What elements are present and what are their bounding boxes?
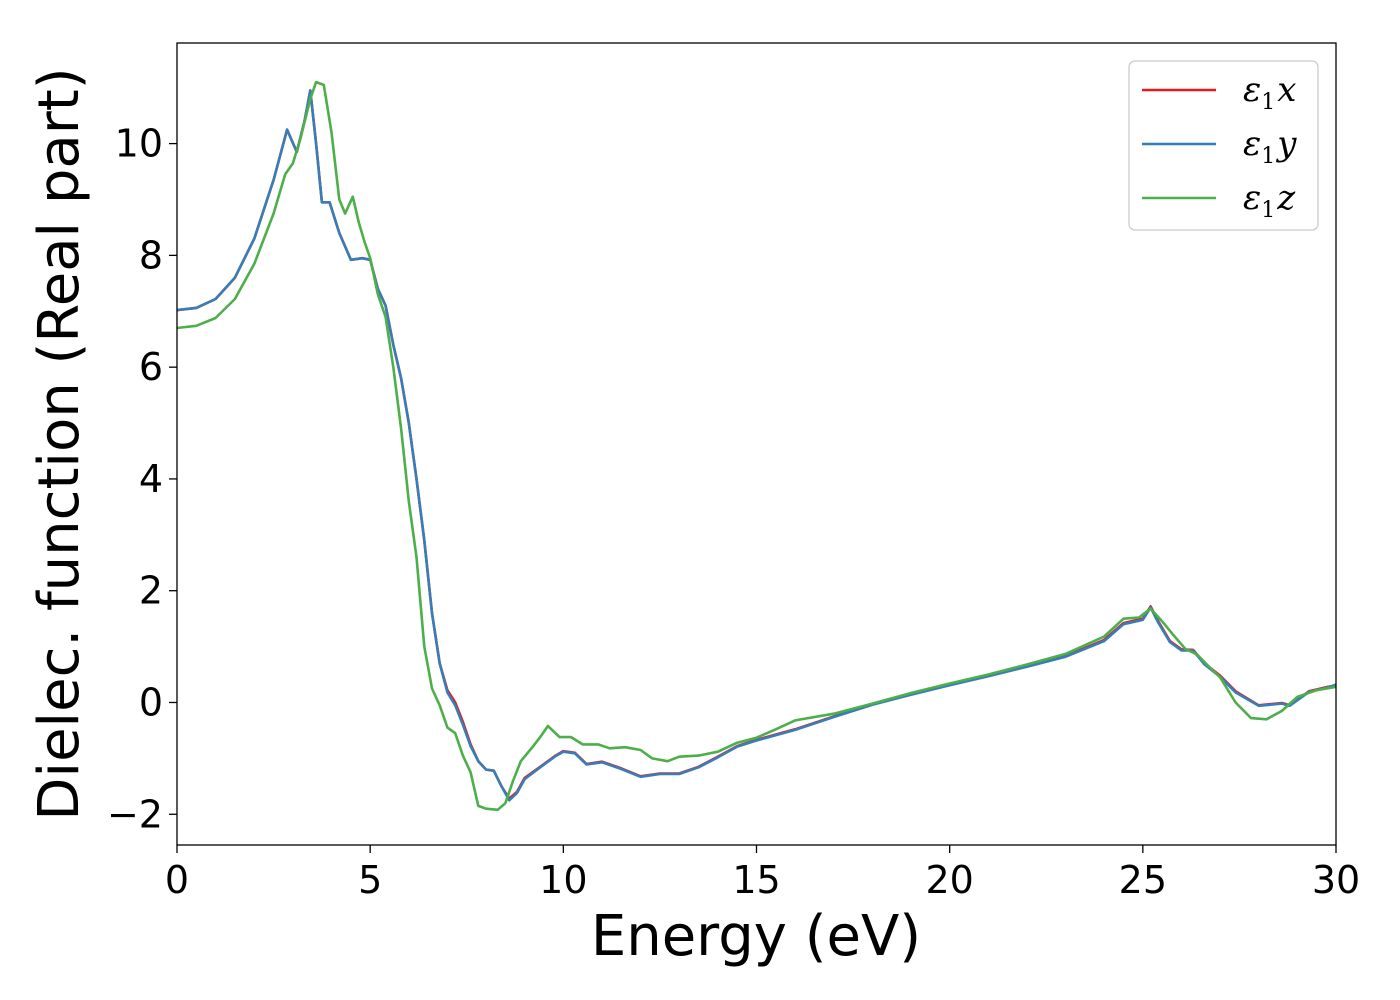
- y-tick-label: 8: [139, 233, 163, 277]
- x-axis-label: Energy (eV): [591, 904, 921, 969]
- legend-label-z: ε1z: [1243, 178, 1296, 223]
- y-tick-label: 4: [139, 457, 163, 501]
- x-tick-label: 25: [1119, 858, 1167, 902]
- y-axis-ticks: −2 0 2 4 6 8 10: [107, 122, 177, 836]
- x-axis-ticks: 0 5 10 15 20 25 30: [165, 845, 1360, 902]
- y-tick-label: 0: [139, 680, 163, 724]
- x-tick-label: 5: [358, 858, 382, 902]
- x-tick-label: 30: [1312, 858, 1360, 902]
- legend-box: [1128, 60, 1319, 231]
- legend-label-y: ε1y: [1243, 124, 1297, 169]
- y-axis-label: Dielec. function (Real part): [27, 67, 92, 820]
- x-tick-label: 15: [732, 858, 780, 902]
- series-line-y: [177, 89, 1336, 802]
- y-tick-label: −2: [107, 792, 163, 836]
- y-tick-label: 6: [139, 345, 163, 389]
- x-tick-label: 20: [925, 858, 973, 902]
- x-tick-label: 0: [165, 858, 189, 902]
- x-tick-label: 10: [539, 858, 587, 902]
- legend: ε1x ε1y ε1z: [1128, 60, 1319, 231]
- y-tick-label: 2: [139, 569, 163, 613]
- series-layer: [177, 80, 1336, 812]
- y-tick-label: 10: [115, 122, 163, 166]
- legend-label-x: ε1x: [1243, 70, 1296, 115]
- series-line-z: [177, 80, 1336, 812]
